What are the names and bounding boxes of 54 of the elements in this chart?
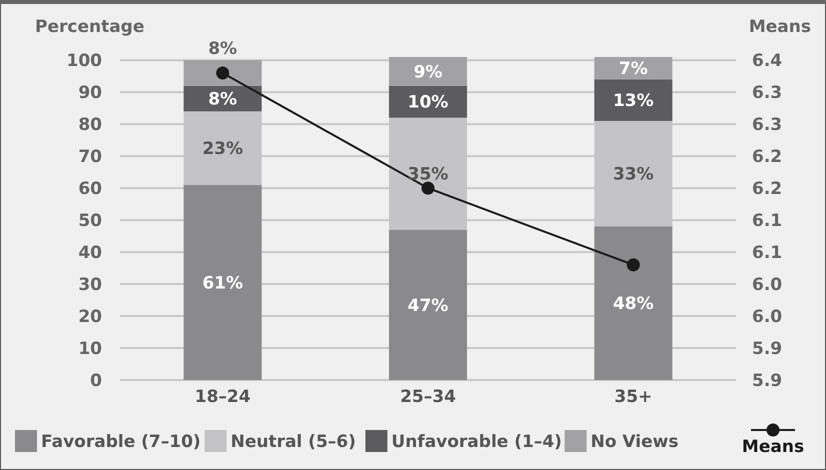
data-label: 8% xyxy=(208,39,238,60)
y2-tick-label: 6.1 xyxy=(752,243,782,264)
y-tick-label: 30 xyxy=(78,275,102,296)
point xyxy=(626,258,640,272)
bar xyxy=(388,57,468,86)
legend-label: No Views xyxy=(590,432,678,452)
bar xyxy=(594,79,672,121)
bar xyxy=(184,60,262,86)
y2-tick-label: 6.2 xyxy=(752,147,782,168)
bar xyxy=(594,226,672,380)
data-label: 48% xyxy=(612,294,654,314)
data-label: 33% xyxy=(612,164,654,185)
y-tick-label: 0 xyxy=(90,370,102,391)
y2-tick-label: 6.1 xyxy=(752,211,782,232)
y-tick-label: 60 xyxy=(78,179,102,200)
x-tick-label: 18–24 xyxy=(194,387,251,407)
legend-label: Neutral (5–6) xyxy=(230,432,356,452)
y-tick-label: 50 xyxy=(78,211,102,232)
x-tick-label: 25–34 xyxy=(400,387,456,407)
data-label: 9% xyxy=(414,62,442,82)
y-tick-label: 80 xyxy=(78,115,102,136)
y2-tick-label: 6.0 xyxy=(752,306,782,327)
y2-tick-label: 6.3 xyxy=(752,83,782,104)
point xyxy=(422,182,434,195)
y2-tick-label: 5.9 xyxy=(752,338,782,359)
y2-tick-label: 6.2 xyxy=(752,179,782,200)
data-label: 61% xyxy=(202,273,244,294)
y-tick-label: 20 xyxy=(78,306,102,327)
bar xyxy=(388,230,468,380)
y-tick-label: 90 xyxy=(78,83,102,104)
y2-axis-title: Means xyxy=(748,17,811,37)
data-label: 47% xyxy=(408,296,448,316)
y2-tick-label: 6.0 xyxy=(752,275,782,296)
data-label: 10% xyxy=(408,92,448,113)
data-label: 23% xyxy=(202,139,244,160)
y2-tick-label: 6.3 xyxy=(752,115,782,136)
bar xyxy=(594,57,672,80)
data-label: 13% xyxy=(612,91,654,112)
data-label: 7% xyxy=(618,59,648,80)
data-label: 8% xyxy=(208,90,238,110)
y2-tick-label: 6.4 xyxy=(752,51,782,72)
legend-label: Unfavorable (1–4) xyxy=(391,432,562,452)
data-label: 35% xyxy=(408,164,448,185)
y-tick-label: 100 xyxy=(66,51,102,72)
y-tick-label: 40 xyxy=(78,243,102,264)
y-tick-label: 70 xyxy=(78,147,102,168)
point xyxy=(216,66,230,80)
text: Means xyxy=(742,437,804,457)
legend-label: Favorable (7–10) xyxy=(41,432,201,452)
x-tick-label: 35+ xyxy=(614,387,652,407)
bar xyxy=(184,184,262,380)
y2-tick-label: 5.9 xyxy=(752,370,782,391)
y-tick-label: 10 xyxy=(78,338,102,359)
y-axis-title: Percentage xyxy=(35,17,144,37)
